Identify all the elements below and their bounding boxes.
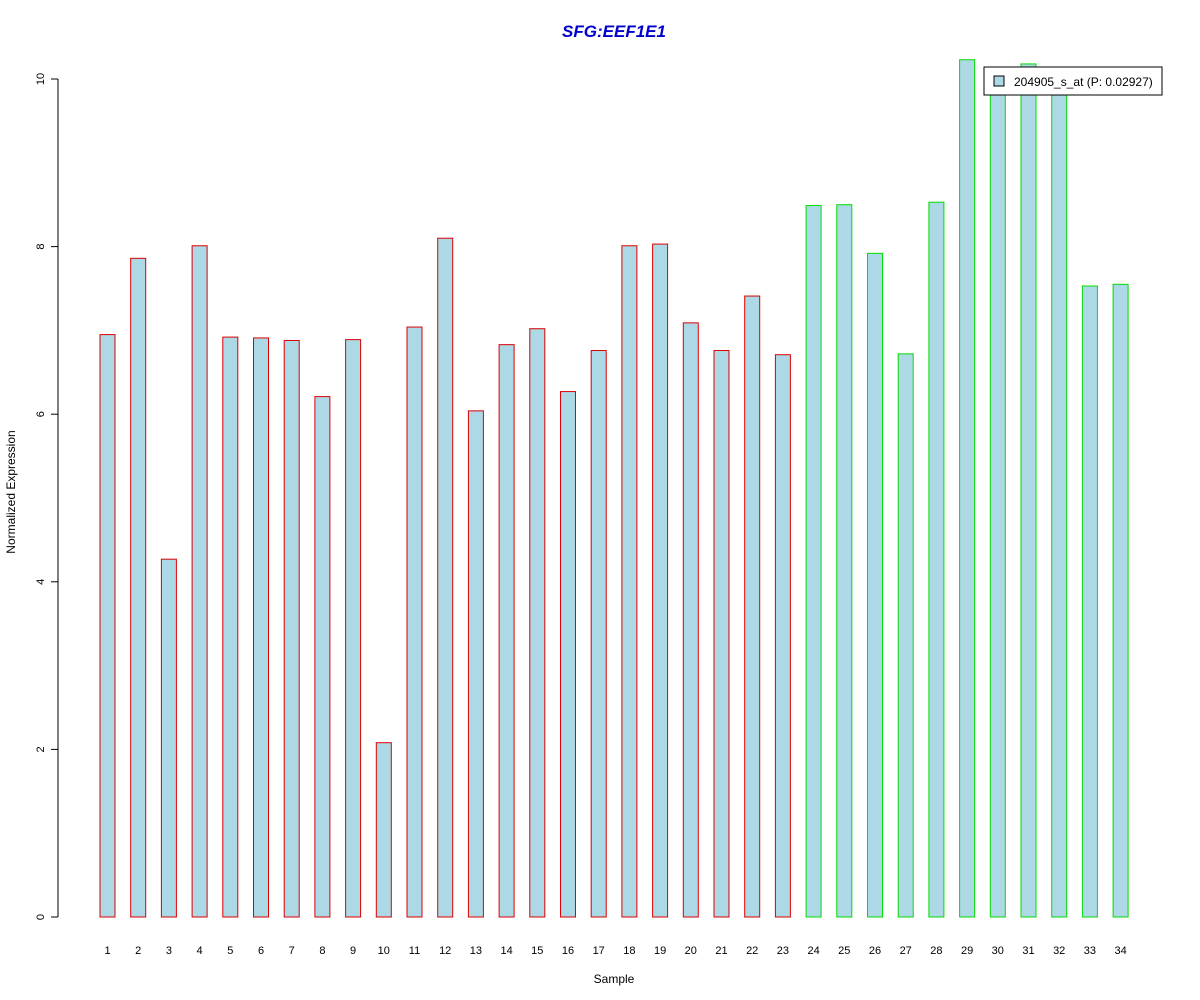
bar — [1020, 63, 1037, 918]
y-axis-label: Normalized Expression — [4, 430, 18, 553]
legend-box — [983, 66, 1163, 96]
bar — [375, 742, 392, 918]
x-tick-label: 9 — [350, 945, 356, 957]
bar — [498, 344, 515, 918]
bars — [99, 59, 1129, 918]
x-tick-labels: 1 2 3 4 5 6 7 8 9 10 11 12 13 14 15 16 17 18 19 20 21 22 23 24 2… — [104, 945, 1126, 957]
bar — [774, 354, 791, 918]
x-tick-label: 24 — [807, 945, 819, 957]
bar — [345, 339, 362, 918]
bar — [529, 328, 546, 918]
bar — [621, 245, 638, 918]
x-tick-label: 2 — [135, 945, 141, 957]
x-tick-label: 31 — [1022, 945, 1034, 957]
x-tick-label: 7 — [289, 945, 295, 957]
x-tick-label: 4 — [197, 945, 203, 957]
x-tick-label: 6 — [258, 945, 264, 957]
x-tick-label: 16 — [562, 945, 574, 957]
bar — [253, 337, 269, 918]
x-tick-label: 28 — [930, 945, 942, 957]
bar — [959, 59, 976, 918]
x-tick-label: 15 — [531, 945, 543, 957]
x-tick-label: 34 — [1114, 945, 1126, 957]
x-tick-label: 14 — [500, 945, 512, 957]
y-tick-label: 2 — [35, 746, 47, 752]
bar — [160, 558, 177, 918]
y-tick-label: 8 — [35, 244, 47, 250]
bar — [130, 257, 147, 918]
bar — [1112, 283, 1129, 918]
bar — [560, 391, 576, 918]
bar — [989, 81, 1006, 918]
x-axis-label: Sample — [594, 972, 635, 986]
bar — [222, 336, 239, 918]
x-tick-label: 21 — [715, 945, 727, 957]
x-tick-label: 33 — [1084, 945, 1096, 957]
y-tick-label: 0 — [35, 914, 47, 920]
x-tick-label: 25 — [838, 945, 850, 957]
x-tick-label: 22 — [746, 945, 758, 957]
y-tick-label: 4 — [35, 579, 47, 585]
bar — [867, 252, 883, 918]
bar — [1081, 285, 1098, 918]
x-tick-label: 11 — [409, 945, 420, 957]
x-tick-label: 5 — [227, 945, 233, 957]
legend-swatch — [993, 75, 1005, 87]
y-axis: 0 2 4 6 8 10 — [35, 73, 59, 920]
x-tick-label: 17 — [593, 945, 605, 957]
x-tick-label: 27 — [900, 945, 912, 957]
legend: 204905_s_at (P: 0.02927) — [983, 66, 1163, 96]
x-tick-label: 19 — [654, 945, 666, 957]
x-tick-label: 10 — [378, 945, 390, 957]
x-tick-label: 30 — [992, 945, 1004, 957]
bar — [928, 201, 945, 918]
y-tick-label: 10 — [35, 73, 47, 85]
bar — [467, 410, 484, 918]
chart-title: SFG:EEF1E1 — [562, 22, 666, 41]
bar — [744, 295, 761, 918]
x-tick-label: 12 — [439, 945, 451, 957]
bar — [682, 322, 699, 918]
bar — [897, 353, 914, 918]
x-tick-label: 18 — [623, 945, 635, 957]
x-tick-label: 23 — [777, 945, 789, 957]
bar — [283, 339, 300, 918]
x-tick-label: 3 — [166, 945, 172, 957]
x-tick-label: 13 — [470, 945, 482, 957]
bar — [191, 245, 208, 918]
bar — [314, 396, 331, 918]
x-tick-label: 20 — [685, 945, 697, 957]
bar — [406, 326, 423, 918]
bar — [1051, 85, 1068, 918]
legend-label: 204905_s_at (P: 0.02927) — [1014, 75, 1153, 89]
bar — [713, 350, 730, 918]
y-tick-label: 6 — [35, 411, 47, 417]
x-tick-label: 29 — [961, 945, 973, 957]
x-tick-label: 1 — [104, 945, 110, 957]
bar — [652, 243, 669, 918]
x-tick-label: 26 — [869, 945, 881, 957]
x-tick-label: 32 — [1053, 945, 1065, 957]
bar — [590, 350, 607, 918]
bar — [99, 334, 116, 918]
bar — [836, 204, 853, 918]
x-tick-label: 8 — [319, 945, 325, 957]
bar — [805, 205, 822, 918]
bar — [437, 237, 454, 918]
